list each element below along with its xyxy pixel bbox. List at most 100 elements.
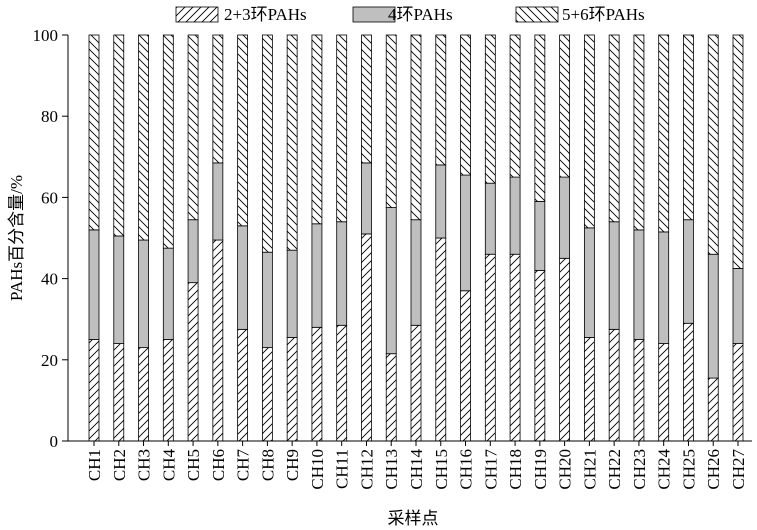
x-tick-label: CH8 [258,449,277,481]
x-tick-label: CH6 [209,449,228,481]
x-tick-label: CH26 [704,449,723,490]
bar-segment [212,34,224,164]
x-tick-label: CH5 [184,449,203,481]
bar-segment [633,229,645,340]
legend-swatch [515,6,559,23]
x-tick-label: CH23 [630,449,649,490]
bar-segment [361,34,372,164]
bar-segment [138,34,149,241]
x-tick-label: CH14 [407,449,426,490]
bar-segment [435,237,447,442]
bar-segment [732,343,744,442]
legend-label: 5+6环PAHs [562,5,645,24]
bar-segment [286,337,298,442]
bar-segment [534,201,546,271]
bar-segment [237,34,249,227]
bar-segment [113,235,125,344]
bar-segment [237,225,249,330]
bar-segment [707,34,719,255]
x-tick-label: CH4 [159,449,178,482]
bar-segment [559,34,571,178]
bar-segment [509,34,521,178]
bar-segment [162,34,174,249]
bar-segment [509,253,521,442]
y-tick-label: 40 [41,270,58,289]
bar-segment [583,337,595,442]
x-tick-label: CH25 [679,449,698,490]
bar-segment [237,328,249,442]
bar-segment [261,34,273,253]
bar-segment [435,34,447,166]
bar-segment [336,34,348,223]
bar-segment [633,339,645,442]
bar-segment [683,219,694,324]
bar-segment [484,253,496,442]
legend-swatch [175,6,219,23]
bar-segment [460,34,471,176]
legend-label: 2+3环PAHs [224,5,307,24]
bar-segment [286,34,298,251]
x-axis-title: 采样点 [388,509,439,528]
bar-segment [583,34,595,229]
x-tick-label: CH1 [85,449,104,481]
bar-segment [732,268,744,344]
bar-segment [336,324,348,442]
bar-segment [336,221,348,326]
bar-segment [385,353,397,442]
bar-segment [658,343,670,442]
bar-segment [212,162,224,241]
bar-segment [361,162,372,235]
bar-segment [261,347,273,442]
legend-item: 4环PAHs [352,5,453,24]
x-tick-label: CH27 [729,449,748,490]
bar-segment [138,347,149,442]
y-axis-title: PAHs百分含量/% [7,175,26,301]
legend-item: 5+6环PAHs [515,5,645,24]
bar-segment [162,247,174,340]
bar-segment [187,219,199,284]
bar-segment [311,34,323,225]
bar-segment [88,339,100,442]
x-tick-label: CH18 [506,449,525,490]
x-tick-label: CH9 [283,449,302,481]
legend-swatch [352,6,396,23]
bar-segment [410,34,422,221]
legend: 2+3环PAHs 4环PAHs 5+6环PAHs [175,5,645,24]
x-tick-label: CH24 [655,449,674,490]
bar-segment [410,219,422,326]
bar-segment [732,34,744,269]
x-tick-label: CH7 [234,449,253,482]
x-tick-label: CH11 [333,449,352,489]
bar-segment [534,34,546,202]
x-tick-label: CH13 [382,449,401,490]
bar-segment [658,34,670,233]
y-axis-ticks: 0 20 40 60 80 100 [33,26,68,451]
bar-segment [608,328,620,442]
x-tick-label: CH22 [605,449,624,490]
bar-segment [113,34,125,237]
bar-segment [608,34,620,223]
legend-item: 2+3环PAHs [175,5,307,24]
y-tick-label: 0 [50,432,59,451]
x-tick-label: CH2 [110,449,129,481]
y-tick-label: 80 [41,107,58,126]
x-axis-ticks: CH1 CH2 CH3 CH4 CH5 CH6 CH7 CH8 CH9 CH10 CH11 CH12 C… [85,441,748,490]
bar-segment [311,326,323,442]
bar-segment [534,270,546,442]
bar-segment [509,176,521,255]
x-tick-label: CH12 [357,449,376,490]
bars-group [88,34,744,442]
bar-segment [187,282,199,442]
bar-segment [707,377,719,442]
bar-segment [88,229,100,340]
y-tick-label: 20 [41,351,58,370]
bar-segment [460,290,471,442]
x-tick-label: CH17 [481,449,500,490]
bar-segment [583,227,595,338]
bar-segment [138,239,149,349]
bar-segment [683,322,694,442]
bar-segment [385,207,397,355]
x-tick-label: CH3 [135,449,154,481]
bar-segment [88,34,100,231]
